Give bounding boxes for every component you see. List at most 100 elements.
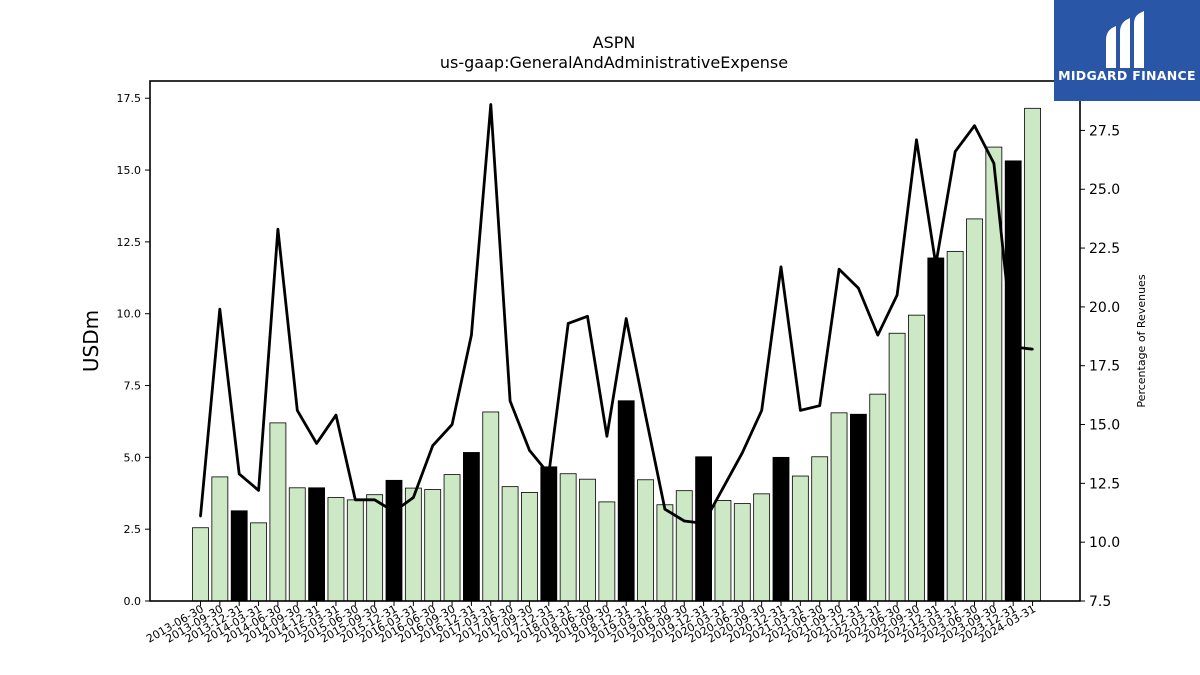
- bar-2022-03-31: [869, 393, 887, 602]
- y2-axis-label: Percentage of Revenues: [1135, 274, 1148, 407]
- line-point-2021-09-30: [837, 268, 841, 271]
- y-tick-label: 12.5: [117, 236, 142, 249]
- bar-2013-06-30: [192, 527, 209, 602]
- bar-2018-03-31: [559, 473, 577, 602]
- bar-2020-09-30: [753, 493, 771, 602]
- line-point-2014-03-31: [257, 489, 260, 492]
- y2-tick-label: 12.5: [1089, 476, 1120, 492]
- line-point-2013-06-30: [199, 515, 202, 518]
- plot-frame: [149, 80, 1081, 602]
- bar-2020-12-31: [772, 456, 790, 602]
- y2-tick-label: 20.0: [1089, 300, 1120, 316]
- line-point-2021-06-30: [818, 404, 821, 407]
- bar-2019-03-31: [637, 479, 654, 602]
- bar-2014-12-31: [308, 487, 326, 602]
- line-point-2018-09-30: [605, 435, 609, 438]
- line-point-2021-03-31: [799, 409, 802, 412]
- bar-2015-12-31: [385, 479, 403, 602]
- bar-2013-09-30: [211, 476, 229, 602]
- bar-2014-03-31: [250, 522, 267, 602]
- line-point-2016-09-30: [450, 423, 454, 426]
- bar-2017-12-31: [540, 466, 558, 602]
- bar-2024-03-31: [1024, 107, 1041, 602]
- line-point-2014-09-30: [296, 409, 299, 412]
- y2-tick-label: 10.0: [1089, 535, 1120, 551]
- bar-2014-09-30: [288, 487, 306, 602]
- line-point-2022-03-31: [876, 333, 879, 337]
- bar-2021-12-31: [850, 413, 867, 602]
- bar-2015-03-31: [327, 497, 345, 602]
- line-point-2013-09-30: [218, 308, 222, 311]
- y2-tick-label: 22.5: [1089, 241, 1120, 257]
- brand-name: MIDGARD FINANCE: [1058, 68, 1196, 83]
- line-point-2015-09-30: [373, 498, 376, 502]
- line-point-2020-03-31: [721, 486, 725, 490]
- line-point-2017-03-31: [489, 103, 492, 106]
- line-point-2023-09-30: [992, 162, 996, 165]
- line-point-2014-12-31: [315, 442, 318, 445]
- y2-tick-label: 27.5: [1089, 123, 1120, 139]
- logo-mark-icon: [1106, 11, 1144, 68]
- y-tick-label: 15.0: [117, 164, 142, 177]
- bar-2015-09-30: [366, 494, 384, 602]
- line-point-2022-12-31: [934, 263, 937, 266]
- bar-2017-09-30: [521, 492, 538, 602]
- bar-2019-12-31: [695, 456, 712, 602]
- line-point-2024-03-31: [1031, 348, 1034, 351]
- bar-2019-06-30: [656, 504, 674, 602]
- line-point-2018-06-30: [586, 315, 589, 318]
- y-axis-label: USDm: [79, 310, 103, 372]
- y-tick-label: 0.0: [124, 595, 142, 608]
- bar-2015-06-30: [346, 499, 364, 602]
- percentage-line: [199, 103, 1033, 525]
- line-point-2023-12-31: [1012, 345, 1015, 349]
- line-point-2022-09-30: [915, 138, 918, 142]
- y-tick-label: 5.0: [124, 451, 142, 464]
- bar-2014-06-30: [269, 422, 287, 602]
- bar-2020-03-31: [714, 500, 732, 602]
- bar-2013-12-31: [230, 510, 248, 602]
- bar-2021-06-30: [811, 456, 829, 602]
- line-point-2019-09-30: [683, 519, 686, 523]
- bar-2019-09-30: [675, 490, 693, 602]
- bar-2023-06-30: [966, 218, 983, 602]
- line-point-2016-12-31: [470, 333, 473, 337]
- line-point-2017-09-30: [528, 449, 531, 452]
- y-tick-label: 10.0: [117, 308, 142, 321]
- y2-tick-label: 15.0: [1089, 418, 1120, 434]
- bar-2017-03-31: [482, 411, 500, 602]
- bar-2022-09-30: [908, 314, 925, 602]
- line-point-2020-12-31: [779, 265, 783, 269]
- bar-2022-06-30: [888, 332, 906, 602]
- bar-2016-12-31: [462, 452, 480, 602]
- chart-title: ASPN: [593, 33, 636, 52]
- bar-2020-06-30: [733, 503, 751, 602]
- y-tick-label: 17.5: [117, 92, 142, 105]
- line-point-2019-12-31: [702, 522, 705, 525]
- y2-tick-label: 17.5: [1089, 359, 1120, 375]
- line-point-2023-03-31: [953, 150, 957, 153]
- line-point-2022-06-30: [895, 293, 899, 297]
- line-point-2023-06-30: [973, 124, 976, 127]
- brand-logo: MIDGARD FINANCE: [1054, 0, 1200, 101]
- bar-group: [192, 107, 1041, 602]
- line-point-2013-12-31: [238, 472, 241, 476]
- axes: 0.0 2.5 5.0 7.5 10.0 12.5 15.0 17.5 7.5 10.0 12.5 1…: [117, 80, 1120, 646]
- bar-2023-03-31: [946, 250, 964, 602]
- line-point-2017-06-30: [508, 399, 512, 403]
- bar-2017-06-30: [501, 486, 519, 602]
- line-point-2016-03-31: [412, 496, 415, 499]
- line-point-2018-03-31: [566, 322, 570, 325]
- y2-tick-label: 7.5: [1089, 594, 1111, 610]
- line-point-2019-06-30: [663, 508, 667, 511]
- bar-2023-12-31: [1004, 160, 1022, 602]
- line-point-2015-03-31: [334, 413, 338, 417]
- y-tick-label: 2.5: [124, 523, 142, 536]
- bar-2021-09-30: [830, 412, 848, 602]
- bar-2021-03-31: [791, 475, 809, 602]
- line-point-2014-06-30: [276, 228, 280, 231]
- line-point-2021-12-31: [857, 286, 860, 290]
- line-point-2015-12-31: [392, 510, 396, 513]
- bar-2016-06-30: [424, 489, 442, 602]
